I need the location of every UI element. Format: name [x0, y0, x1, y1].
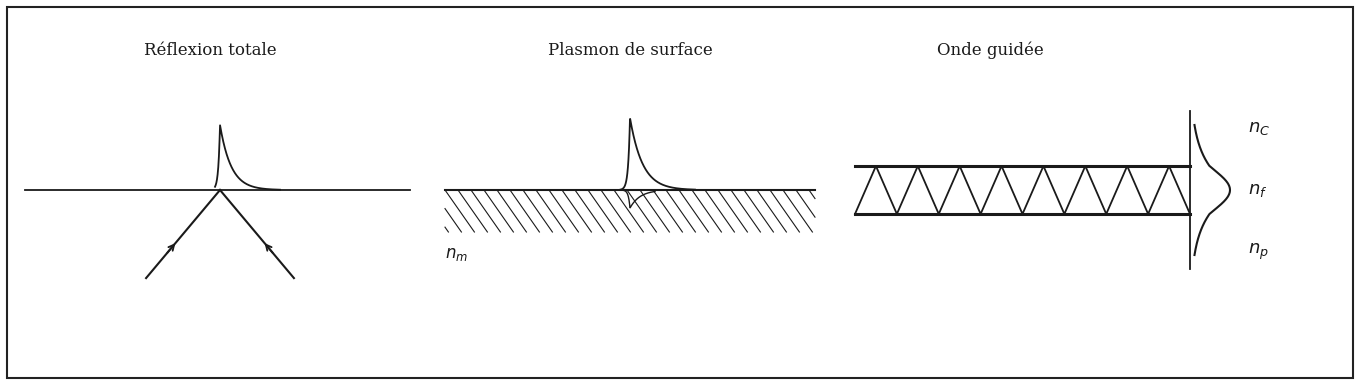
Text: $n_m$: $n_m$ [445, 246, 468, 263]
Text: Réflexion totale: Réflexion totale [144, 42, 276, 59]
Text: Plasmon de surface: Plasmon de surface [548, 42, 713, 59]
Text: $n_p$: $n_p$ [1248, 242, 1269, 262]
Text: $n_f$: $n_f$ [1248, 181, 1268, 199]
Text: $n_C$: $n_C$ [1248, 119, 1270, 137]
Text: Onde guidée: Onde guidée [937, 41, 1043, 59]
